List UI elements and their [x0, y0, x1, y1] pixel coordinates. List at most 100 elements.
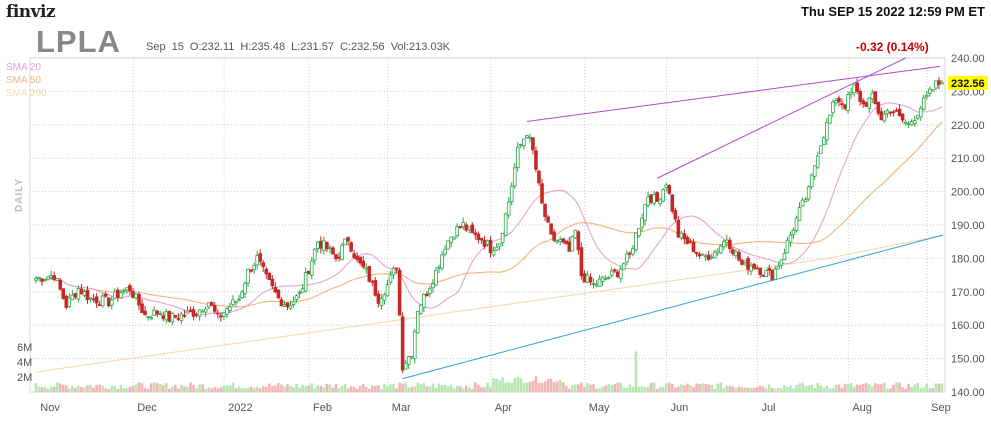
volume-bar: [516, 377, 520, 392]
candle-body: [364, 267, 369, 270]
candle-body: [491, 250, 496, 256]
candle-body: [315, 241, 320, 249]
volume-bar: [874, 383, 877, 392]
candle-body: [412, 331, 417, 359]
volume-bar: [171, 386, 174, 392]
volume-bar: [492, 378, 495, 392]
candle-body: [306, 270, 311, 275]
candle-body: [882, 113, 887, 122]
candle-body: [143, 310, 147, 316]
volume-bar: [758, 385, 762, 392]
finviz-logo[interactable]: finviz: [6, 2, 56, 22]
candle-body: [415, 310, 420, 334]
volume-bar: [774, 388, 777, 392]
volume-bar: [586, 383, 589, 392]
candle-body: [506, 201, 511, 216]
volume-bar: [852, 386, 856, 392]
candle-body: [91, 298, 96, 301]
volume-bar: [901, 387, 904, 392]
candle-body: [161, 315, 166, 319]
candle-body: [549, 223, 553, 235]
volume-bar: [89, 385, 92, 392]
volume-bar: [919, 388, 923, 392]
volume-bar: [846, 384, 850, 392]
volume-bar: [855, 384, 859, 392]
candle-body: [443, 248, 447, 255]
candle-body: [734, 251, 738, 257]
volume-bar: [740, 387, 744, 392]
candle-body: [940, 82, 944, 85]
candle-body: [600, 276, 605, 282]
volume-bar: [449, 384, 453, 392]
candle-body: [237, 298, 241, 301]
candle-body: [755, 267, 759, 270]
volume-bar: [319, 386, 323, 392]
volume-bar: [119, 384, 123, 392]
volume-bar: [792, 388, 795, 392]
volume-bar: [268, 383, 271, 392]
candle-body: [761, 274, 765, 277]
volume-bar: [358, 385, 362, 392]
volume-bar: [422, 383, 426, 392]
volume-bar: [368, 388, 371, 392]
volume-bar: [416, 382, 420, 392]
volume-bar: [804, 386, 807, 392]
candle-body: [385, 284, 390, 297]
x-tick-label: 2022: [228, 402, 252, 414]
volume-bar: [877, 384, 880, 392]
volume-bar: [510, 382, 514, 392]
volume-bar: [361, 384, 365, 392]
volume-bar: [186, 386, 189, 392]
candle-body: [397, 269, 402, 316]
volume-bar: [116, 388, 120, 392]
volume-bar: [637, 386, 641, 392]
candle-body: [770, 269, 775, 281]
candle-body: [782, 253, 787, 260]
candle-body: [618, 268, 623, 280]
candle-body: [603, 278, 608, 280]
volume-bar: [107, 388, 111, 392]
candle-body: [661, 189, 666, 202]
candle-body: [855, 82, 859, 92]
candle-body: [746, 258, 750, 270]
volume-bar: [652, 382, 656, 392]
candle-body: [170, 313, 175, 323]
volume-bar: [258, 388, 262, 392]
candle-body: [176, 317, 181, 320]
candle-body: [52, 275, 56, 281]
volume-bar: [504, 382, 507, 392]
volume-bar: [837, 384, 841, 392]
volume-bar: [937, 383, 941, 392]
volume-bar: [261, 386, 265, 392]
volume-bar: [461, 388, 465, 392]
candle-body: [503, 213, 508, 236]
volume-bar: [280, 384, 283, 392]
candle-body: [658, 199, 662, 205]
volume-bar: [628, 384, 632, 392]
candle-body: [588, 276, 593, 283]
volume-bar: [571, 385, 574, 392]
candle-body: [670, 194, 675, 212]
candle-body: [97, 304, 102, 307]
volume-bar: [216, 388, 220, 392]
volume-bar: [707, 384, 710, 392]
volume-bar: [819, 385, 823, 392]
x-tick-label: Mar: [392, 402, 411, 414]
volume-bar: [489, 387, 492, 392]
candle-body: [585, 274, 590, 283]
candle-body: [79, 288, 84, 295]
candle-body: [222, 312, 226, 317]
ticker-symbol: LPLA: [36, 24, 121, 59]
candle-body: [64, 295, 69, 308]
candle-body: [258, 253, 263, 262]
candle-body: [764, 270, 769, 278]
volume-bar: [183, 386, 186, 392]
trendline-upper-a: [526, 65, 941, 122]
y-tick-label: 190.00: [951, 220, 985, 232]
candle-body: [128, 285, 132, 292]
candle-body: [652, 194, 656, 204]
candle-body: [452, 236, 456, 240]
candle-body: [906, 123, 911, 126]
candle-body: [331, 247, 335, 255]
